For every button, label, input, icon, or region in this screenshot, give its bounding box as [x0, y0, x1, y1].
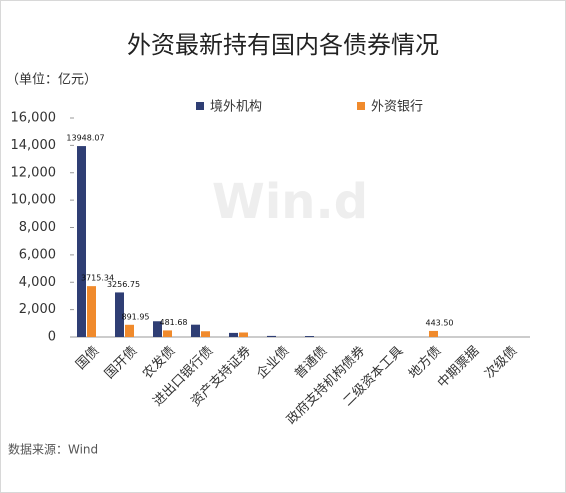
- legend-swatch: [357, 102, 365, 110]
- value-label: 13948.07: [66, 134, 104, 143]
- value-label: 3715.34: [81, 274, 114, 283]
- y-tick-label: 6,000: [19, 247, 56, 262]
- value-label: 481.68: [160, 318, 188, 327]
- y-tick-label: 2,000: [19, 302, 56, 317]
- bar: [87, 286, 96, 337]
- y-tick-label: 12,000: [11, 165, 57, 180]
- source-note: 数据来源：Wind: [8, 442, 98, 457]
- y-tick-label: 8,000: [19, 220, 56, 235]
- bar: [191, 324, 200, 337]
- bar: [305, 336, 314, 337]
- bar: [229, 332, 238, 337]
- bar: [267, 335, 276, 337]
- legend-swatch: [196, 102, 204, 110]
- value-label: 3256.75: [107, 280, 140, 289]
- y-tick-label: 4,000: [19, 275, 56, 290]
- bar: [115, 292, 124, 337]
- chart-title: 外资最新持有国内各债券情况: [127, 31, 439, 59]
- watermark: Win.d: [212, 174, 368, 230]
- bar: [77, 146, 86, 337]
- y-tick-label: 0: [48, 330, 56, 345]
- y-tick-label: 14,000: [11, 138, 57, 153]
- bar: [163, 330, 172, 337]
- bar: [153, 321, 162, 337]
- legend-label: 外资银行: [371, 100, 423, 115]
- bar: [429, 330, 438, 337]
- y-tick-label: 16,000: [11, 111, 57, 126]
- bar: [201, 331, 210, 337]
- legend-label: 境外机构: [210, 100, 262, 115]
- bar: [239, 332, 248, 337]
- unit-label: （单位：亿元）: [6, 73, 97, 88]
- y-tick-label: 10,000: [11, 193, 57, 208]
- value-label: 891.95: [122, 312, 150, 321]
- bar: [125, 324, 134, 337]
- value-label: 443.50: [426, 318, 454, 327]
